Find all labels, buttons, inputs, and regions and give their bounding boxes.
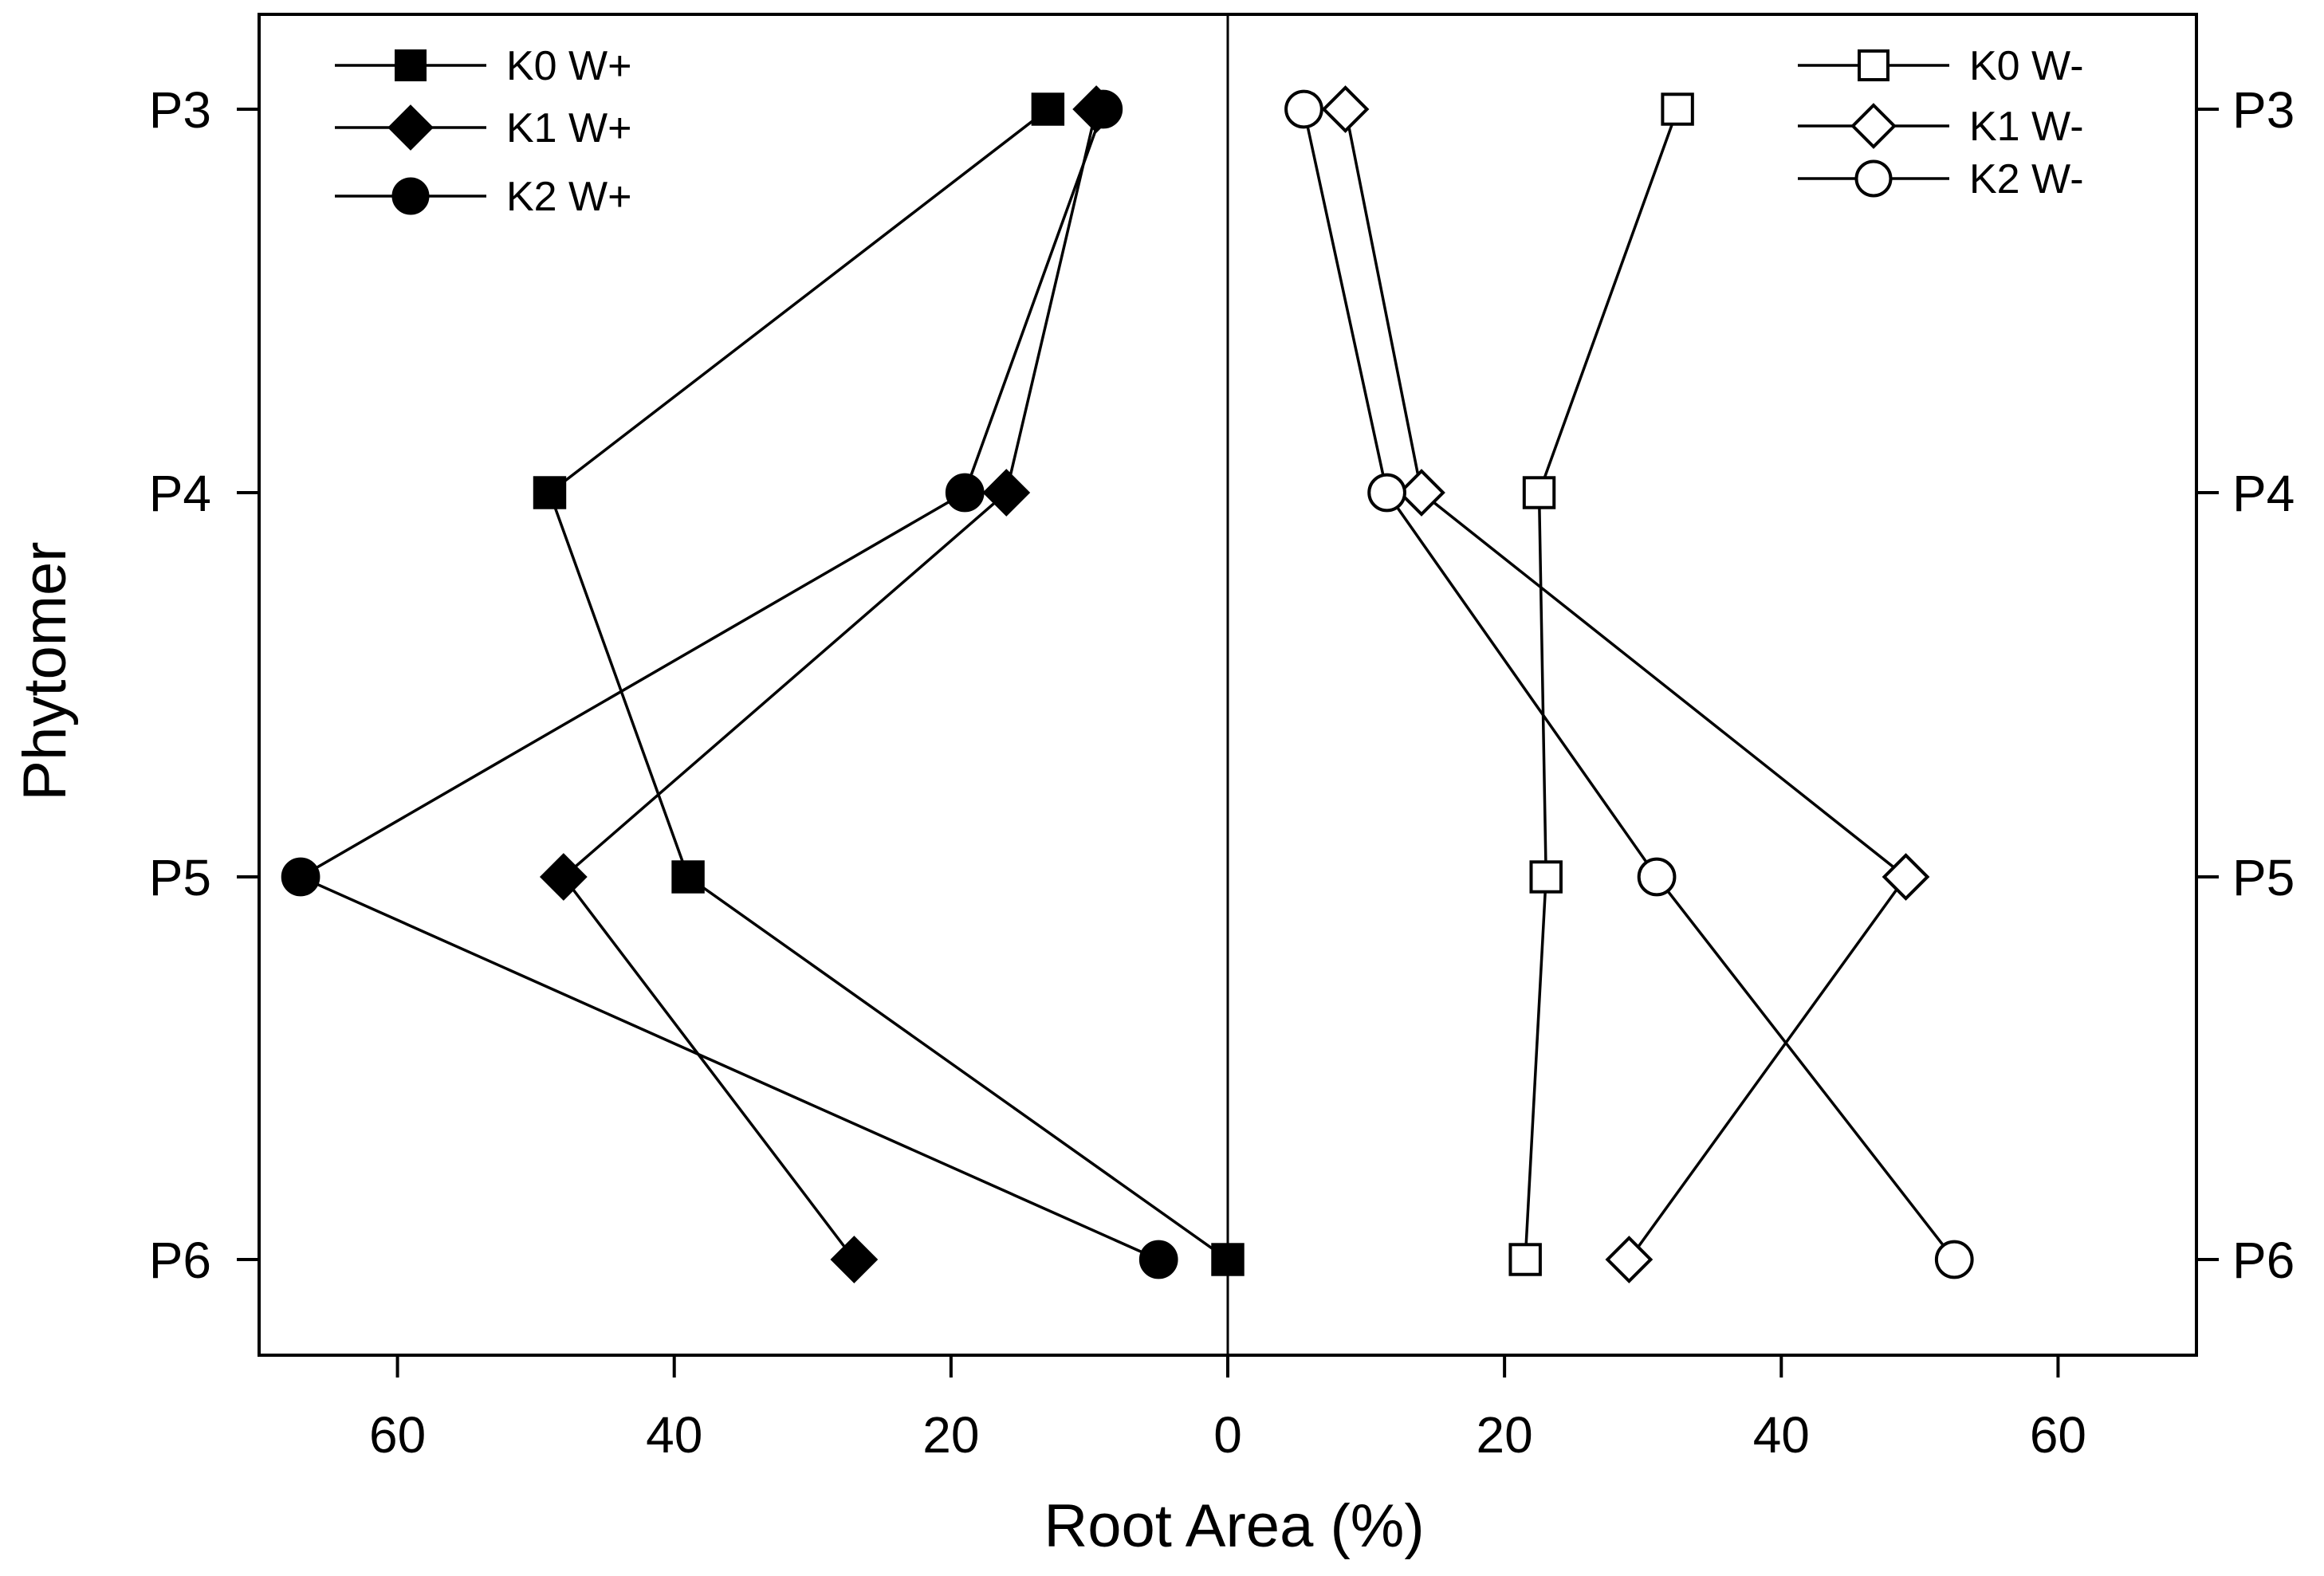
- series-k1-w-: [539, 85, 1120, 1283]
- series-line: [1343, 108, 1908, 1261]
- data-point: [1529, 860, 1563, 894]
- data-point: [1605, 1236, 1654, 1283]
- y-tick-label-right: P3: [2232, 81, 2295, 139]
- data-point: [671, 860, 705, 894]
- series-line: [1302, 108, 1956, 1261]
- data-point: [982, 469, 1031, 517]
- data-point: [1882, 853, 1930, 901]
- legend-left: K0 W+ K1 W+ K2 W+: [335, 43, 632, 220]
- data-point: [281, 857, 320, 897]
- x-tick-label: 20: [1477, 1406, 1533, 1464]
- series-k0-w-: [1508, 92, 1694, 1276]
- data-point: [1661, 92, 1694, 126]
- y-tick-label-right: P6: [2232, 1232, 2295, 1289]
- legend-marker: [1854, 159, 1893, 198]
- series-layer: [281, 85, 1974, 1283]
- y-tick-label-left: P6: [149, 1232, 211, 1289]
- legend-label: K2 W+: [506, 174, 632, 220]
- legend-label: K1 W+: [506, 105, 632, 151]
- data-point: [830, 1236, 879, 1283]
- x-tick-label: 20: [922, 1406, 979, 1464]
- y-axis-left: P3 P4 P5 P6: [149, 81, 259, 1289]
- legend-marker: [395, 49, 427, 81]
- data-point: [1138, 1240, 1178, 1279]
- y-axis-title: Phytomer: [11, 541, 79, 800]
- x-tick-label: 40: [1753, 1406, 1810, 1464]
- y-tick-label-left: P5: [149, 849, 211, 906]
- series-line: [561, 108, 1098, 1261]
- y-tick-label-left: P4: [149, 465, 211, 522]
- data-point: [1211, 1243, 1245, 1276]
- data-point: [1031, 92, 1065, 126]
- x-tick-label: 40: [646, 1406, 702, 1464]
- y-axis-right: P3 P4 P5 P6: [2196, 81, 2295, 1289]
- legend-label: K0 W-: [1969, 43, 2084, 89]
- data-point: [1321, 85, 1370, 133]
- legend-marker: [1858, 49, 1889, 81]
- x-tick-label: 60: [2030, 1406, 2086, 1464]
- legend-marker: [387, 104, 434, 151]
- data-point: [1398, 469, 1445, 517]
- x-tick-label: 60: [369, 1406, 426, 1464]
- data-point: [1522, 476, 1556, 509]
- data-point: [1083, 89, 1123, 129]
- series-k1-w-: [1321, 85, 1930, 1283]
- series-k0-w-: [533, 92, 1245, 1276]
- x-tick-label: 0: [1213, 1406, 1242, 1464]
- data-point: [1367, 473, 1406, 513]
- data-point: [1508, 1243, 1542, 1276]
- data-point: [1284, 89, 1323, 129]
- data-point: [539, 853, 588, 901]
- series-k2-w-: [281, 89, 1178, 1279]
- data-point: [1934, 1240, 1974, 1279]
- legend-label: K1 W-: [1969, 104, 2084, 150]
- data-point: [1637, 857, 1677, 897]
- series-line: [548, 108, 1229, 1261]
- legend-marker: [1850, 103, 1897, 149]
- y-tick-label-left: P3: [149, 81, 211, 139]
- series-line: [1524, 108, 1679, 1260]
- legend-label: K0 W+: [506, 43, 632, 89]
- x-axis: 60 40 20 0 20 40 60: [369, 1355, 2086, 1464]
- series-line: [297, 108, 1159, 1261]
- y-tick-label-right: P5: [2232, 849, 2295, 906]
- data-point: [945, 473, 985, 513]
- series-k2-w-: [1284, 89, 1974, 1279]
- legend-label: K2 W-: [1969, 156, 2084, 202]
- y-tick-label-right: P4: [2232, 465, 2295, 522]
- legend-marker: [391, 177, 430, 215]
- x-axis-title: Root Area (%): [1044, 1492, 1424, 1560]
- legend-right: K0 W- K1 W- K2 W-: [1798, 43, 2084, 202]
- data-point: [533, 476, 567, 509]
